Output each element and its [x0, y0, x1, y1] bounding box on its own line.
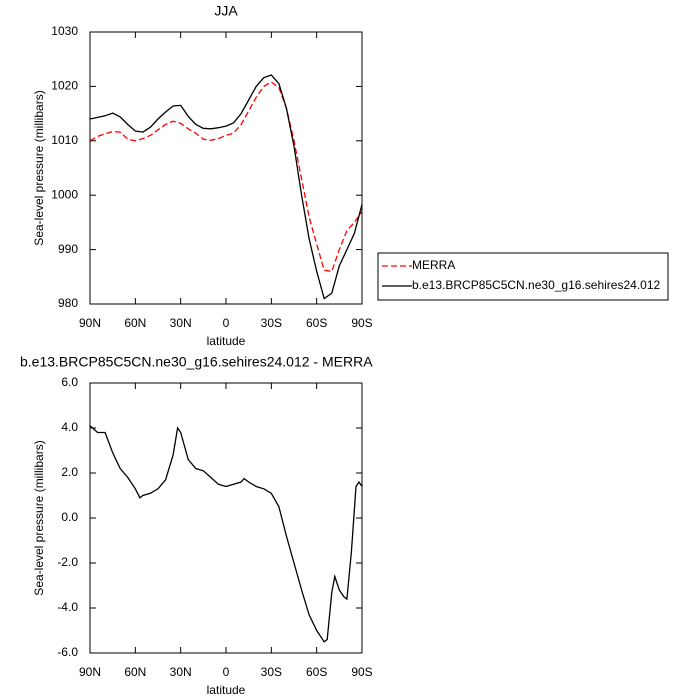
x-tick-label: 60S — [306, 665, 327, 679]
y-tick-label: 1010 — [51, 133, 78, 147]
x-tick-label: 60S — [306, 316, 327, 330]
plot-frame — [89, 31, 363, 305]
x-tick-label: 60N — [124, 665, 146, 679]
data-line — [89, 425, 363, 643]
y-tick-label: 1030 — [51, 24, 78, 38]
y-tick-label: -4.0 — [57, 600, 78, 614]
x-tick-label: 60N — [124, 316, 146, 330]
y-tick-label: 0.0 — [61, 510, 78, 524]
data-line — [89, 74, 363, 300]
x-tick-label: 90N — [79, 316, 101, 330]
legend-box — [377, 252, 669, 301]
x-axis-label: latitude — [207, 334, 246, 348]
y-tick-label: 6.0 — [61, 375, 78, 389]
chart-title: b.e13.BRCP85C5CN.ne30_g16.sehires24.012 … — [20, 354, 373, 370]
x-tick-label: 90S — [351, 665, 372, 679]
y-tick-label: 1020 — [51, 79, 78, 93]
y-tick-label: -6.0 — [57, 645, 78, 659]
y-tick-label: -2.0 — [57, 555, 78, 569]
plot-frame — [89, 382, 363, 654]
x-tick-label: 90N — [79, 665, 101, 679]
x-tick-label: 30S — [261, 316, 282, 330]
x-tick-label: 30N — [170, 665, 192, 679]
y-tick-label: 990 — [58, 242, 78, 256]
x-axis-label: latitude — [207, 683, 246, 697]
x-tick-label: 0 — [223, 665, 230, 679]
y-axis-label: Sea-level pressure (millibars) — [32, 440, 46, 595]
y-tick-label: 4.0 — [61, 420, 78, 434]
legend-label: b.e13.BRCP85C5CN.ne30_g16.sehires24.012 — [412, 278, 660, 292]
y-tick-label: 1000 — [51, 187, 78, 201]
x-tick-label: 30N — [170, 316, 192, 330]
data-line — [89, 81, 363, 273]
chart-title: JJA — [214, 3, 238, 19]
x-tick-label: 90S — [351, 316, 372, 330]
y-tick-label: 980 — [58, 296, 78, 310]
x-tick-label: 30S — [261, 665, 282, 679]
y-tick-label: 2.0 — [61, 465, 78, 479]
x-tick-label: 0 — [223, 316, 230, 330]
y-axis-label: Sea-level pressure (millibars) — [32, 90, 46, 245]
legend-label: MERRA — [412, 258, 455, 272]
